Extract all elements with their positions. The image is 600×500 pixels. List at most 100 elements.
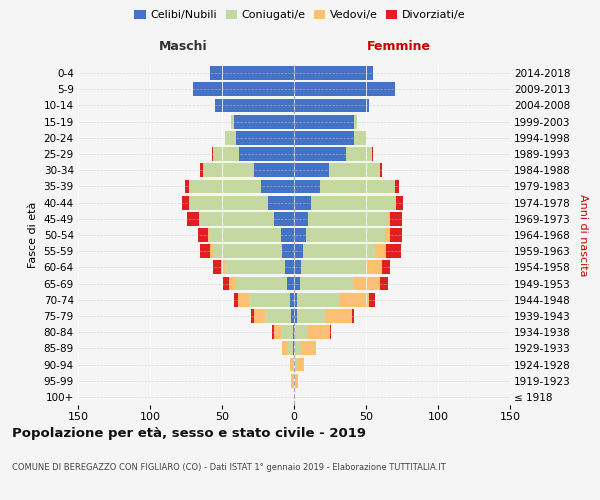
Bar [200,244,211,258]
Bar [300,276,355,290]
Bar [297,309,326,323]
Bar [294,212,308,226]
Bar [212,147,214,161]
Bar [182,196,189,209]
Bar [308,212,388,226]
Bar [396,196,403,209]
Text: Femmine: Femmine [367,40,431,52]
Bar [294,358,297,372]
Bar [233,293,238,306]
Bar [290,358,293,372]
Bar [281,326,293,339]
Bar [254,164,294,177]
Bar [294,390,295,404]
Bar [391,212,402,226]
Bar [225,260,286,274]
Bar [346,147,372,161]
Bar [189,180,261,194]
Bar [355,115,358,128]
Bar [193,82,294,96]
Bar [200,164,203,177]
Bar [185,180,189,194]
Bar [294,147,346,161]
Bar [301,342,316,355]
Bar [311,196,395,209]
Bar [291,309,294,323]
Bar [294,82,395,96]
Bar [326,309,352,323]
Bar [294,309,297,323]
Bar [272,326,274,339]
Text: COMUNE DI BEREGAZZO CON FIGLIARO (CO) - Dati ISTAT 1° gennaio 2019 - Elaborazion: COMUNE DI BEREGAZZO CON FIGLIARO (CO) - … [12,462,446,471]
Bar [286,260,294,274]
Bar [251,309,254,323]
Bar [382,260,391,274]
Bar [294,260,301,274]
Bar [274,212,294,226]
Bar [302,244,374,258]
Text: Maschi: Maschi [158,40,208,52]
Bar [294,98,369,112]
Bar [250,293,290,306]
Bar [293,374,294,388]
Bar [223,276,229,290]
Legend: Celibi/Nubili, Coniugati/e, Vedovi/e, Divorziati/e: Celibi/Nubili, Coniugati/e, Vedovi/e, Di… [130,6,470,25]
Bar [294,228,305,242]
Bar [294,164,329,177]
Bar [369,293,374,306]
Bar [274,326,281,339]
Bar [215,98,294,112]
Bar [297,293,340,306]
Bar [294,131,355,144]
Bar [305,228,385,242]
Bar [211,244,214,258]
Bar [239,147,294,161]
Y-axis label: Anni di nascita: Anni di nascita [578,194,587,276]
Bar [265,309,291,323]
Bar [283,244,294,258]
Bar [294,180,320,194]
Bar [233,115,294,128]
Bar [294,293,297,306]
Bar [214,244,283,258]
Bar [225,131,236,144]
Bar [374,244,386,258]
Bar [386,244,401,258]
Bar [187,212,199,226]
Bar [281,228,294,242]
Bar [293,342,294,355]
Bar [208,228,209,242]
Bar [295,374,298,388]
Bar [365,260,382,274]
Bar [211,66,294,80]
Bar [293,358,294,372]
Bar [199,212,274,226]
Y-axis label: Fasce di età: Fasce di età [28,202,38,268]
Bar [294,66,373,80]
Bar [385,228,391,242]
Bar [189,196,268,209]
Bar [287,276,294,290]
Bar [290,293,294,306]
Bar [320,180,395,194]
Bar [294,326,295,339]
Bar [352,309,355,323]
Bar [287,342,293,355]
Bar [391,228,402,242]
Bar [295,326,308,339]
Bar [197,228,208,242]
Bar [388,212,391,226]
Bar [294,196,311,209]
Bar [214,147,239,161]
Bar [308,326,330,339]
Bar [294,276,300,290]
Bar [230,115,233,128]
Bar [380,164,382,177]
Bar [203,164,254,177]
Bar [372,147,373,161]
Bar [355,131,366,144]
Bar [293,326,294,339]
Bar [294,374,295,388]
Bar [294,115,355,128]
Bar [355,276,380,290]
